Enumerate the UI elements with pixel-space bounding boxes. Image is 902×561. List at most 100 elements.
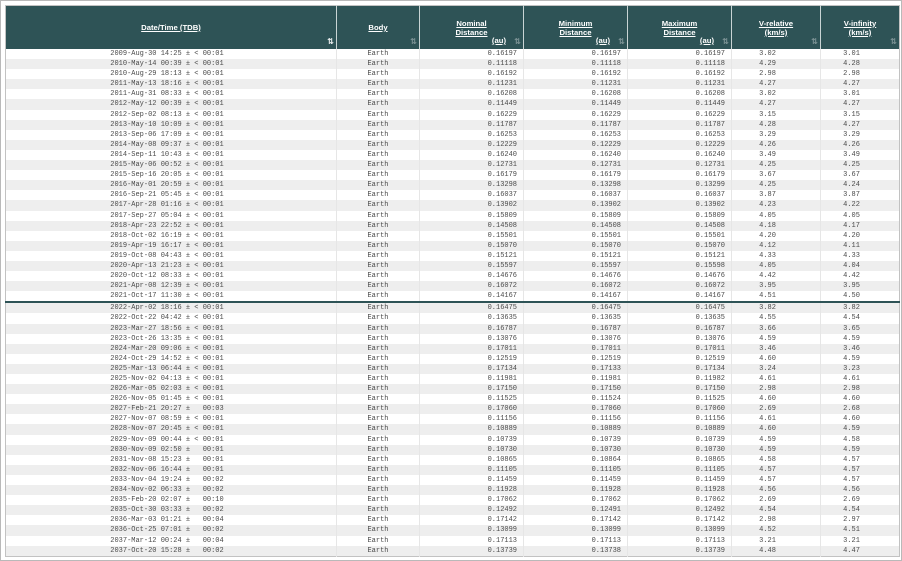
- cell-maximum-distance: 0.16253: [627, 129, 732, 140]
- cell-v-infinity: 3.01: [820, 49, 900, 60]
- cell-minimum-distance: 0.12491: [523, 505, 628, 516]
- column-label: Distance: [559, 27, 592, 37]
- cell-maximum-distance: 0.17142: [627, 515, 732, 526]
- column-header-nominal-distance[interactable]: Nominal Distance (au) ⇅: [419, 5, 524, 49]
- cell-datetime: 2027-Feb-21 20:27 ± 00:03: [5, 404, 337, 415]
- table-row: 2025-Nov-02 04:13 ± < 00:01 Earth 0.1198…: [5, 374, 900, 385]
- cell-body: Earth: [336, 79, 420, 90]
- sort-icon[interactable]: ⇅: [618, 37, 625, 46]
- cell-minimum-distance: 0.17113: [523, 535, 628, 546]
- cell-maximum-distance: 0.11449: [627, 99, 732, 110]
- cell-v-infinity: 4.27: [820, 99, 900, 110]
- cell-v-relative: 3.95: [731, 281, 821, 292]
- column-header-body[interactable]: Body ⇅: [336, 5, 420, 49]
- cell-v-relative: 2.69: [731, 404, 821, 415]
- cell-nominal-distance: 0.17134: [419, 363, 524, 374]
- cell-v-infinity: 3.29: [820, 129, 900, 140]
- column-header-minimum-distance[interactable]: Minimum Distance (au) ⇅: [523, 5, 628, 49]
- cell-datetime: 2020-Oct-12 08:33 ± < 00:01: [5, 271, 337, 282]
- cell-body: Earth: [336, 69, 420, 80]
- cell-v-relative: 4.59: [731, 333, 821, 344]
- column-label: (km/s): [848, 27, 872, 37]
- cell-v-infinity: 3.67: [820, 170, 900, 181]
- table-row: 2020-Oct-12 08:33 ± < 00:01 Earth 0.1467…: [5, 271, 900, 282]
- cell-nominal-distance: 0.15121: [419, 250, 524, 261]
- sort-icon[interactable]: ⇅: [890, 37, 897, 46]
- cell-maximum-distance: 0.17134: [627, 363, 732, 374]
- cell-nominal-distance: 0.13635: [419, 313, 524, 324]
- table-row: 2028-Nov-07 20:45 ± < 00:01 Earth 0.1088…: [5, 424, 900, 435]
- cell-datetime: 2024-Mar-20 09:06 ± < 00:01: [5, 343, 337, 354]
- cell-minimum-distance: 0.11928: [523, 485, 628, 496]
- cell-body: Earth: [336, 230, 420, 241]
- table-row: 2027-Feb-21 20:27 ± 00:03 Earth 0.17060 …: [5, 404, 900, 415]
- cell-datetime: 2036-Oct-25 07:01 ± 00:02: [5, 525, 337, 536]
- column-header-v-infinity[interactable]: V-infinity (km/s) ⇅: [820, 5, 900, 49]
- table-row: 2027-Nov-07 08:59 ± < 00:01 Earth 0.1115…: [5, 414, 900, 425]
- cell-v-relative: 4.05: [731, 260, 821, 272]
- cell-v-infinity: 2.98: [820, 69, 900, 80]
- cell-maximum-distance: 0.17113: [627, 535, 732, 546]
- sort-icon[interactable]: ⇅: [722, 37, 729, 46]
- cell-minimum-distance: 0.16229: [523, 109, 628, 120]
- cell-body: Earth: [336, 485, 420, 496]
- cell-datetime: 2021-Apr-08 12:39 ± < 00:01: [5, 281, 337, 292]
- table-row: 2021-Oct-17 11:30 ± < 00:01 Earth 0.1416…: [5, 291, 900, 303]
- cell-maximum-distance: 0.12519: [627, 353, 732, 364]
- cell-body: Earth: [336, 343, 420, 354]
- table-row: 2010-May-14 00:39 ± < 00:01 Earth 0.1111…: [5, 59, 900, 70]
- column-unit: (au): [491, 36, 506, 45]
- column-label: (km/s): [764, 27, 788, 37]
- cell-body: Earth: [336, 89, 420, 100]
- sort-icon[interactable]: ⇅: [514, 37, 521, 46]
- cell-v-infinity: 3.23: [820, 363, 900, 374]
- cell-maximum-distance: 0.13099: [627, 525, 732, 536]
- sort-icon[interactable]: ⇅: [811, 37, 818, 46]
- sort-icon[interactable]: ⇅: [327, 37, 334, 46]
- cell-v-relative: 3.15: [731, 109, 821, 120]
- cell-body: Earth: [336, 139, 420, 150]
- cell-nominal-distance: 0.12229: [419, 139, 524, 150]
- table-row: 2036-Oct-25 07:01 ± 00:02 Earth 0.13099 …: [5, 525, 900, 536]
- cell-nominal-distance: 0.17150: [419, 384, 524, 395]
- cell-v-relative: 4.59: [731, 434, 821, 445]
- cell-minimum-distance: 0.15809: [523, 210, 628, 221]
- cell-minimum-distance: 0.16192: [523, 69, 628, 80]
- cell-minimum-distance: 0.15070: [523, 240, 628, 251]
- cell-maximum-distance: 0.13299: [627, 180, 732, 191]
- cell-v-infinity: 4.56: [820, 485, 900, 496]
- column-header-datetime[interactable]: Date/Time (TDB) ⇅: [5, 5, 337, 49]
- cell-body: Earth: [336, 424, 420, 435]
- table-row: 2022-Oct-22 04:42 ± < 00:01 Earth 0.1363…: [5, 313, 900, 324]
- cell-body: Earth: [336, 170, 420, 181]
- sort-icon[interactable]: ⇅: [410, 37, 417, 46]
- column-header-maximum-distance[interactable]: Maximum Distance (au) ⇅: [627, 5, 732, 49]
- cell-maximum-distance: 0.12492: [627, 505, 732, 516]
- cell-nominal-distance: 0.15597: [419, 260, 524, 272]
- cell-datetime: 2037-Mar-12 00:24 ± 00:04: [5, 535, 337, 546]
- cell-body: Earth: [336, 49, 420, 60]
- cell-v-infinity: 4.59: [820, 424, 900, 435]
- column-header-v-relative[interactable]: V-relative (km/s) ⇅: [731, 5, 821, 49]
- cell-body: Earth: [336, 374, 420, 385]
- cell-minimum-distance: 0.10864: [523, 454, 628, 465]
- cell-v-infinity: 3.87: [820, 190, 900, 201]
- cell-nominal-distance: 0.10730: [419, 444, 524, 455]
- cell-datetime: 2017-Sep-27 05:04 ± < 00:01: [5, 210, 337, 221]
- cell-datetime: 2037-Oct-20 15:28 ± 00:02: [5, 545, 337, 557]
- cell-body: Earth: [336, 434, 420, 445]
- cell-datetime: 2016-May-01 20:59 ± < 00:01: [5, 180, 337, 191]
- cell-minimum-distance: 0.11231: [523, 79, 628, 90]
- cell-datetime: 2036-Mar-03 01:21 ± 00:04: [5, 515, 337, 526]
- table-row: 2016-Sep-21 05:45 ± < 00:01 Earth 0.1603…: [5, 190, 900, 201]
- cell-v-relative: 4.52: [731, 525, 821, 536]
- cell-nominal-distance: 0.16208: [419, 89, 524, 100]
- cell-minimum-distance: 0.13076: [523, 333, 628, 344]
- cell-minimum-distance: 0.16179: [523, 170, 628, 181]
- cell-nominal-distance: 0.12492: [419, 505, 524, 516]
- cell-minimum-distance: 0.11449: [523, 99, 628, 110]
- cell-v-infinity: 4.04: [820, 260, 900, 272]
- column-label: V-relative: [758, 18, 794, 28]
- cell-datetime: 2014-May-08 09:37 ± < 00:01: [5, 139, 337, 150]
